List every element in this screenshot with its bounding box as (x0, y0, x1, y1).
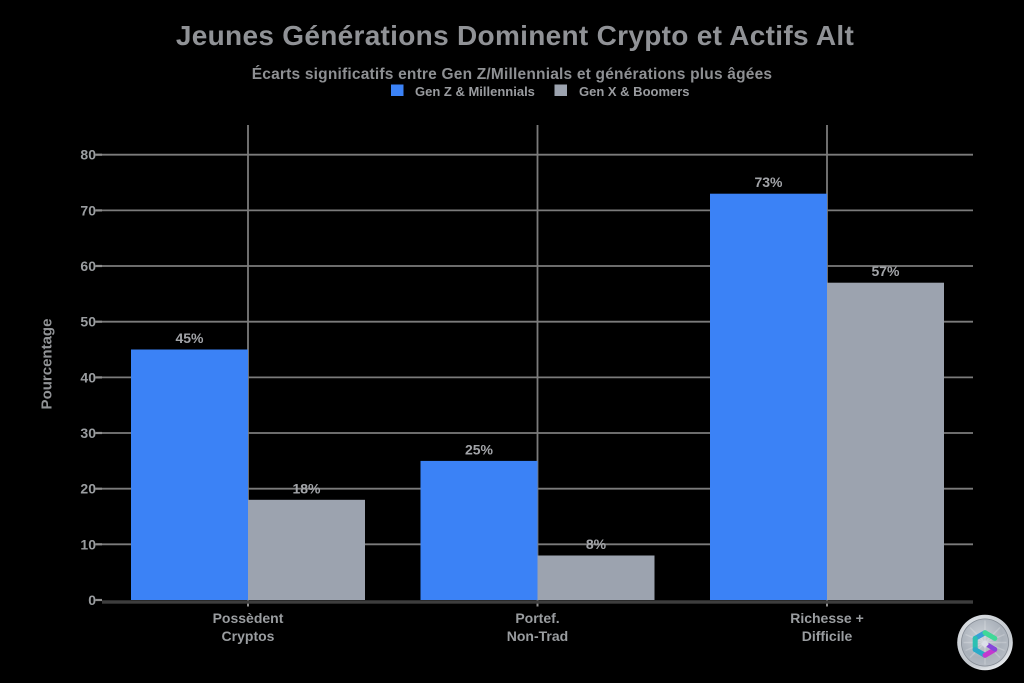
svg-text:70: 70 (80, 202, 96, 218)
svg-text:0: 0 (88, 592, 96, 608)
svg-text:8%: 8% (586, 536, 607, 552)
svg-text:25%: 25% (465, 441, 494, 457)
svg-text:80: 80 (80, 147, 96, 163)
svg-text:Portef.: Portef. (515, 610, 559, 626)
svg-text:18%: 18% (292, 480, 321, 496)
svg-text:Non-Trad: Non-Trad (507, 628, 568, 644)
svg-text:10: 10 (80, 536, 96, 552)
svg-text:20: 20 (80, 481, 96, 497)
svg-text:Jeunes Générations Dominent Cr: Jeunes Générations Dominent Crypto et Ac… (176, 20, 854, 51)
svg-text:Gen Z & Millennials: Gen Z & Millennials (415, 84, 535, 99)
svg-text:Cryptos: Cryptos (222, 628, 275, 644)
svg-text:73%: 73% (754, 174, 783, 190)
svg-text:Pourcentage: Pourcentage (39, 319, 56, 410)
svg-text:45%: 45% (175, 330, 204, 346)
svg-text:60: 60 (80, 258, 96, 274)
svg-text:Gen X & Boomers: Gen X & Boomers (579, 84, 690, 99)
svg-text:Possèdent: Possèdent (213, 610, 284, 626)
svg-text:50: 50 (80, 314, 96, 330)
svg-text:40: 40 (80, 369, 96, 385)
svg-text:Difficile: Difficile (802, 628, 853, 644)
svg-text:Richesse +: Richesse + (790, 610, 864, 626)
svg-text:30: 30 (80, 425, 96, 441)
svg-text:Écarts significatifs entre Gen: Écarts significatifs entre Gen Z/Millenn… (252, 66, 772, 83)
svg-text:57%: 57% (871, 263, 900, 279)
